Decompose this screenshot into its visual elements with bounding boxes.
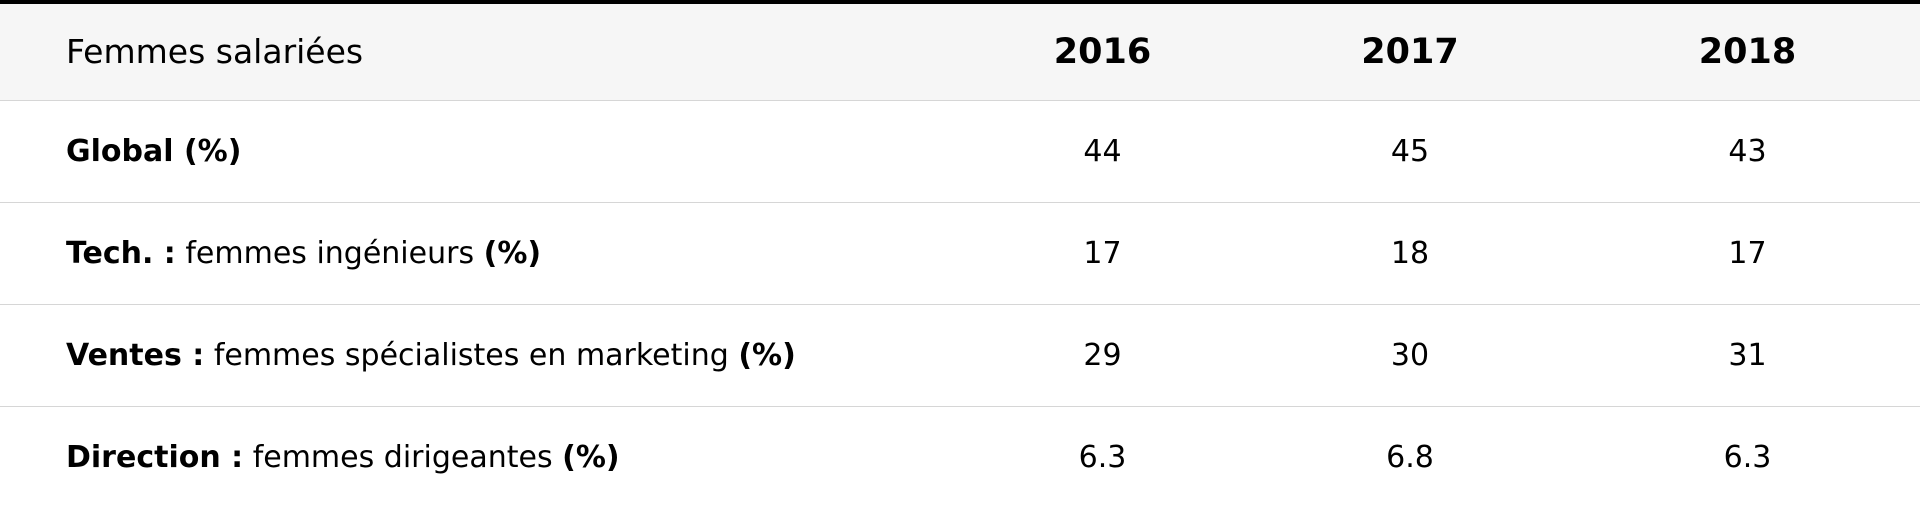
cell-2016: 44 <box>960 100 1245 203</box>
cell-2018: 6.3 <box>1575 406 1920 508</box>
row-label-text: femmes ingénieurs <box>175 235 484 271</box>
cell-2017: 45 <box>1245 100 1575 203</box>
row-label-text: femmes spécialistes en marketing <box>204 337 739 373</box>
row-label-bold: Global (%) <box>66 133 242 169</box>
cell-2017: 18 <box>1245 202 1575 305</box>
row-label: Direction : femmes dirigeantes (%) <box>0 406 960 508</box>
header-row: Femmes salariées 2016 2017 2018 <box>0 4 1920 101</box>
row-label-bold: Tech. : <box>66 235 176 271</box>
table-body: Global (%) 44 45 43 Tech. : femmes ingén… <box>0 100 1920 508</box>
women-employees-table: Femmes salariées 2016 2017 2018 Global (… <box>0 4 1920 508</box>
table-row: Tech. : femmes ingénieurs (%) 17 18 17 <box>0 202 1920 305</box>
cell-2017: 6.8 <box>1245 406 1575 508</box>
cell-2016: 29 <box>960 304 1245 407</box>
header-label: Femmes salariées <box>0 4 960 101</box>
cell-2016: 17 <box>960 202 1245 305</box>
row-label-unit: (%) <box>738 337 796 373</box>
row-label-unit: (%) <box>562 439 620 475</box>
cell-2018: 43 <box>1575 100 1920 203</box>
cell-2017: 30 <box>1245 304 1575 407</box>
header-year-2018: 2018 <box>1575 4 1920 101</box>
cell-2016: 6.3 <box>960 406 1245 508</box>
row-label-bold: Direction : <box>66 439 244 475</box>
row-label-text: femmes dirigeantes <box>243 439 563 475</box>
cell-2018: 17 <box>1575 202 1920 305</box>
table-row: Direction : femmes dirigeantes (%) 6.3 6… <box>0 406 1920 508</box>
table-row: Global (%) 44 45 43 <box>0 100 1920 203</box>
header-year-2016: 2016 <box>960 4 1245 101</box>
row-label: Tech. : femmes ingénieurs (%) <box>0 202 960 305</box>
table-row: Ventes : femmes spécialistes en marketin… <box>0 304 1920 407</box>
header-year-2017: 2017 <box>1245 4 1575 101</box>
row-label-bold: Ventes : <box>66 337 205 373</box>
row-label: Global (%) <box>0 100 960 203</box>
row-label: Ventes : femmes spécialistes en marketin… <box>0 304 960 407</box>
row-label-unit: (%) <box>483 235 542 271</box>
table-header: Femmes salariées 2016 2017 2018 <box>0 4 1920 101</box>
cell-2018: 31 <box>1575 304 1920 407</box>
